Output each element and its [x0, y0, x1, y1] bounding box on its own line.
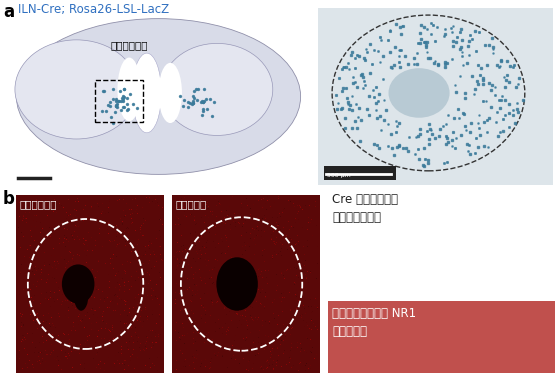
Text: 視床髓板内核: 視床髓板内核: [110, 40, 148, 51]
Text: ILN-Cre; Rosa26-LSL-LacZ: ILN-Cre; Rosa26-LSL-LacZ: [18, 3, 169, 16]
Ellipse shape: [217, 257, 258, 311]
Text: Cre 遠伝子組換え: Cre 遠伝子組換え: [332, 193, 398, 206]
Bar: [318, 8, 553, 185]
Ellipse shape: [74, 279, 89, 311]
Text: 500 µm: 500 µm: [327, 173, 351, 178]
Ellipse shape: [118, 57, 141, 121]
Ellipse shape: [62, 265, 95, 304]
Text: が起こった細胞: が起こった細胞: [332, 211, 381, 224]
Bar: [16, 195, 164, 373]
Text: b: b: [3, 190, 15, 208]
Text: 発現が低下: 発現が低下: [332, 325, 367, 338]
Bar: [328, 301, 555, 373]
Text: 変異マウス: 変異マウス: [176, 199, 207, 209]
Bar: [324, 166, 396, 180]
Bar: [95, 80, 144, 122]
Ellipse shape: [159, 63, 182, 123]
Bar: [172, 195, 320, 373]
Text: コントロール: コントロール: [20, 199, 57, 209]
Ellipse shape: [132, 53, 162, 133]
Ellipse shape: [162, 43, 273, 135]
Text: a: a: [3, 3, 14, 21]
Ellipse shape: [15, 40, 138, 139]
Text: 視床髓板内核での NR1: 視床髓板内核での NR1: [332, 307, 416, 320]
Ellipse shape: [16, 19, 301, 174]
Ellipse shape: [388, 68, 449, 118]
